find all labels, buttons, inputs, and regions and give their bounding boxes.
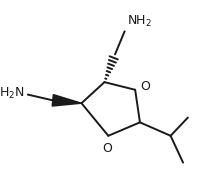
Text: NH$_2$: NH$_2$ xyxy=(127,14,152,30)
Text: H$_2$N: H$_2$N xyxy=(0,86,25,101)
Text: O: O xyxy=(140,80,150,93)
Polygon shape xyxy=(52,95,81,106)
Text: O: O xyxy=(102,141,112,155)
